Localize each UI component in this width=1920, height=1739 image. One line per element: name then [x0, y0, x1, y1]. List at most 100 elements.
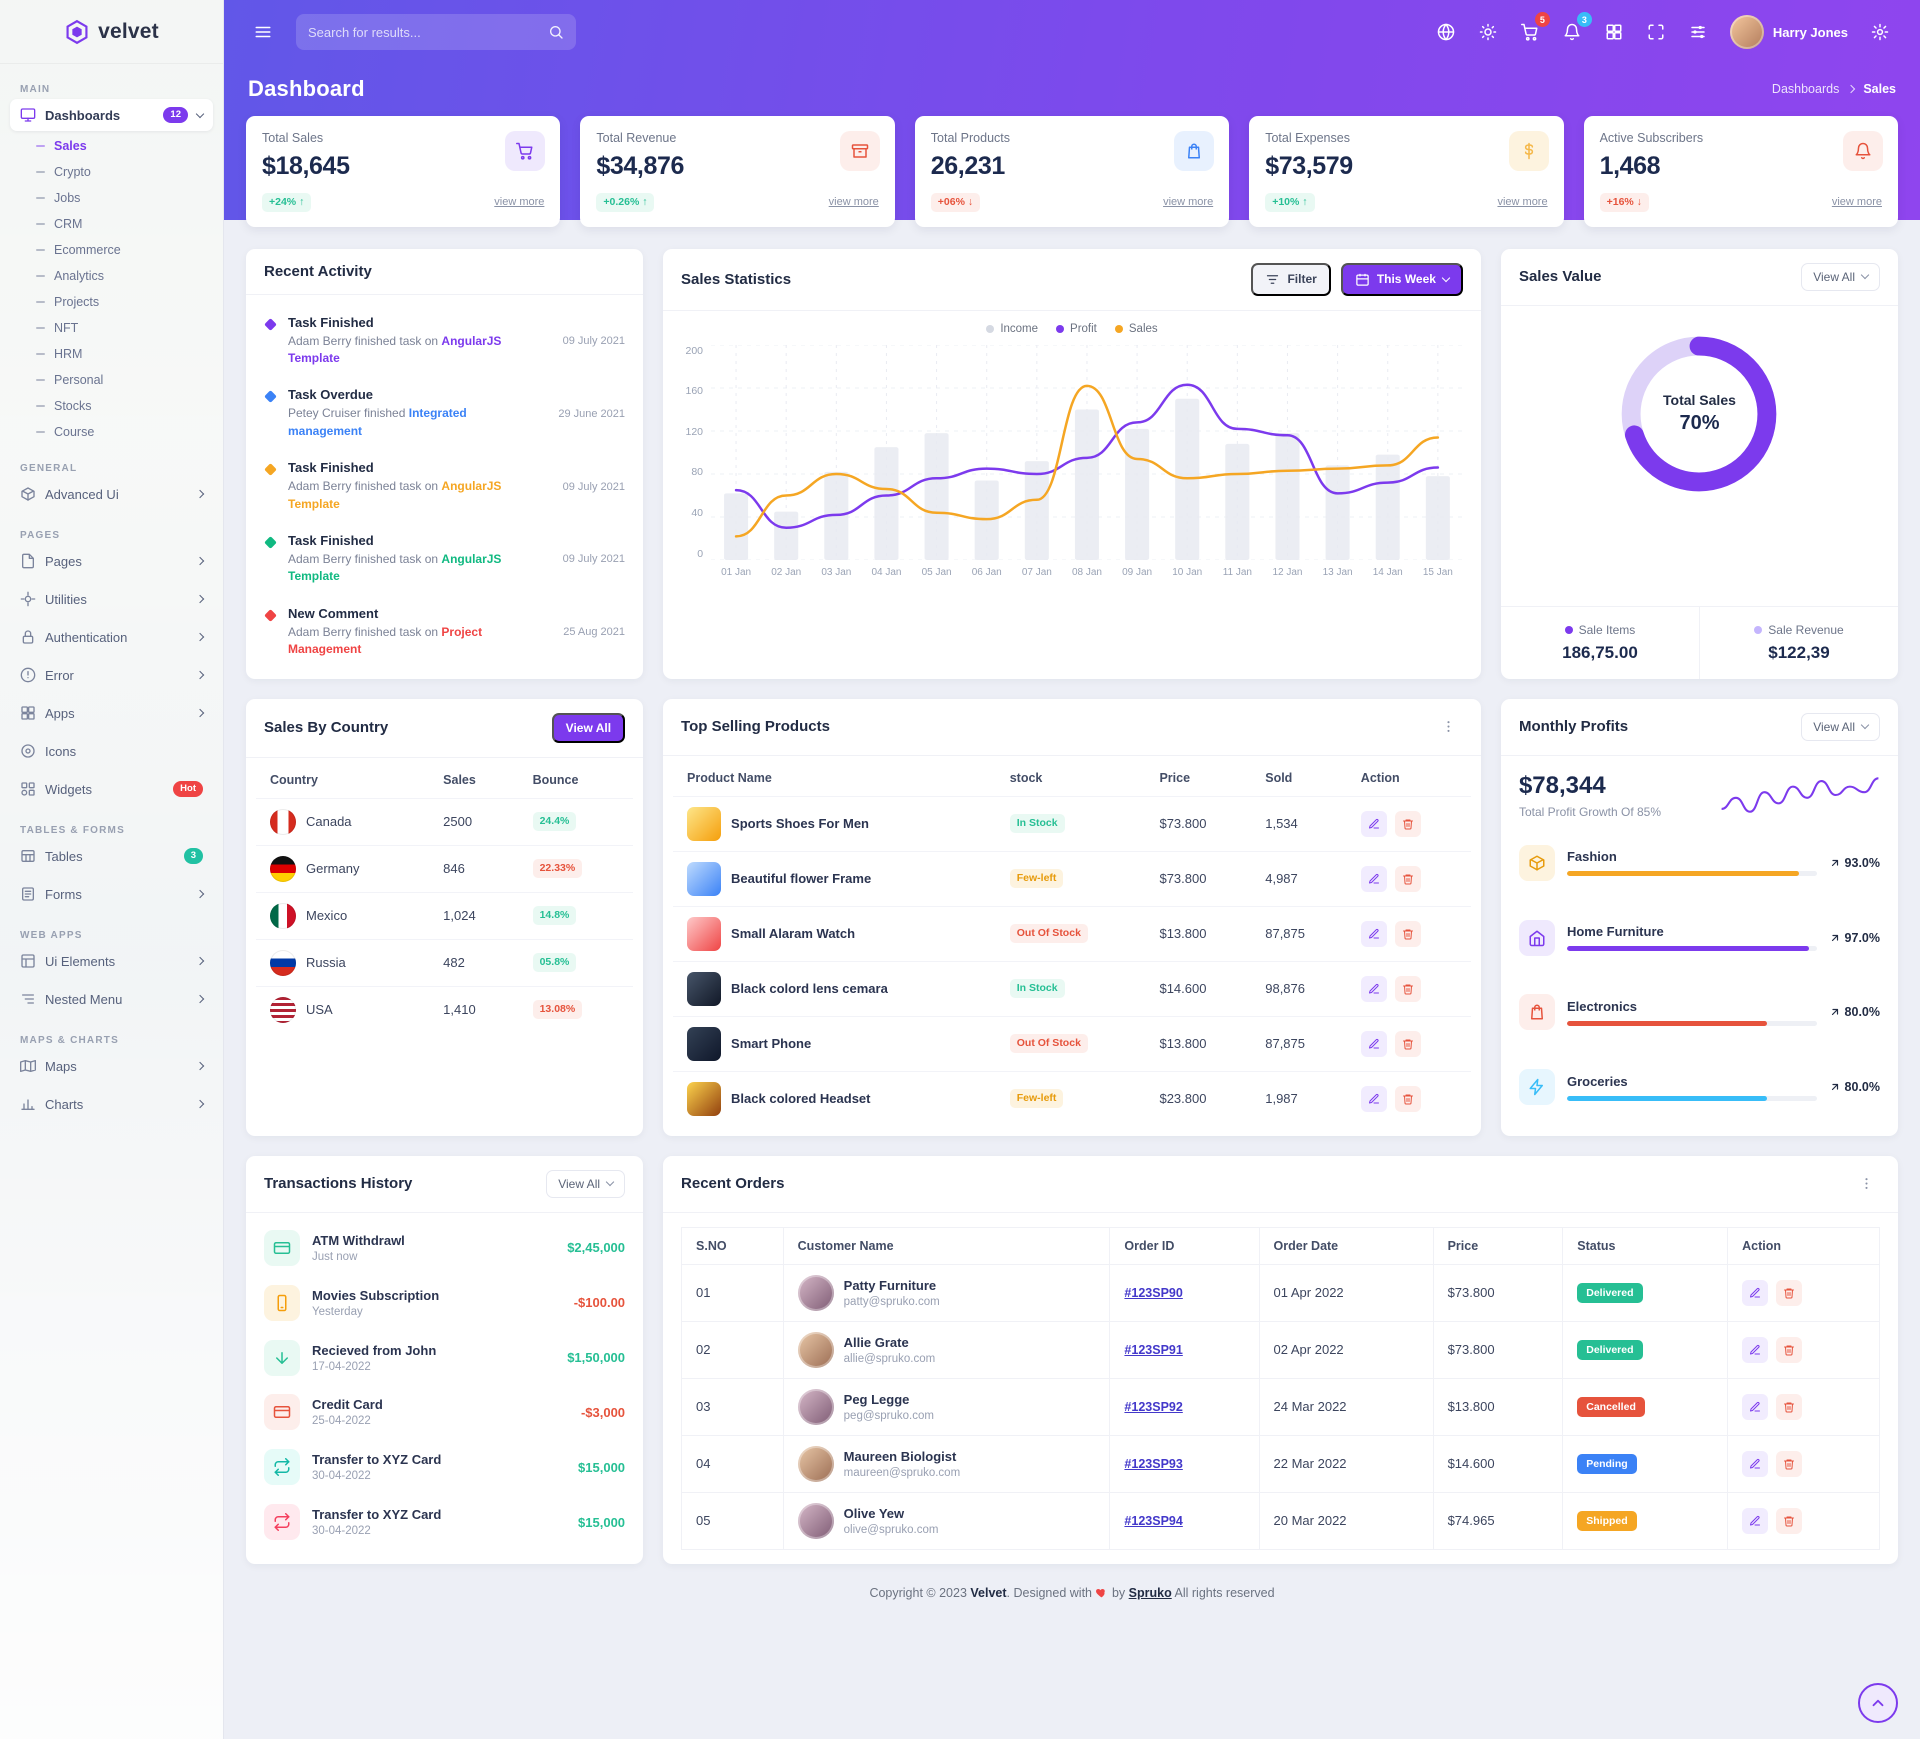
- view-more-link[interactable]: view more: [494, 196, 545, 209]
- delete-button[interactable]: [1394, 1085, 1421, 1112]
- sidebar-item-forms[interactable]: Forms: [10, 878, 213, 910]
- delete-button[interactable]: [1776, 1450, 1803, 1477]
- order-id-link[interactable]: #123SP92: [1124, 1400, 1183, 1414]
- table-row[interactable]: 05 Olive Yew olive@spruko.com #123SP94 20…: [681, 1491, 1880, 1550]
- activity-link[interactable]: Project Management: [288, 624, 483, 657]
- activity-link[interactable]: AngularJS Template: [288, 551, 502, 584]
- sidebar-item-widgets[interactable]: Widgets Hot: [10, 773, 213, 805]
- search-icon[interactable]: [548, 24, 564, 40]
- edit-button[interactable]: [1742, 1279, 1769, 1306]
- sidebar-item-authentication[interactable]: Authentication: [10, 621, 213, 653]
- order-id-link[interactable]: #123SP93: [1124, 1457, 1183, 1471]
- sidebar-subitem-ecommerce[interactable]: Ecommerce: [10, 237, 213, 263]
- sidebar-item-maps[interactable]: Maps: [10, 1050, 213, 1082]
- filter-button[interactable]: Filter: [1251, 262, 1331, 296]
- table-row[interactable]: 04 Maureen Biologist maureen@spruko.com #…: [681, 1434, 1880, 1493]
- date-range-button[interactable]: This Week: [1340, 262, 1463, 296]
- edit-button[interactable]: [1360, 920, 1387, 947]
- search-input[interactable]: [308, 24, 548, 40]
- table-row[interactable]: 02 Allie Grate allie@spruko.com #123SP91 …: [681, 1320, 1880, 1379]
- delete-button[interactable]: [1394, 1030, 1421, 1057]
- table-row[interactable]: Smart Phone Out Of Stock $13.800 87,875: [673, 1015, 1471, 1071]
- table-row[interactable]: 01 Patty Furniture patty@spruko.com #123S…: [681, 1263, 1880, 1322]
- sidebar-item-nested-menu[interactable]: Nested Menu: [10, 983, 213, 1015]
- view-more-link[interactable]: view more: [1163, 196, 1214, 209]
- table-row[interactable]: Black colored Headset Few-left $23.800 1…: [673, 1070, 1471, 1126]
- breadcrumb-root[interactable]: Dashboards: [1771, 82, 1840, 96]
- notifications-button[interactable]: 3: [1554, 12, 1592, 50]
- sidebar-item-ui-elements[interactable]: Ui Elements: [10, 945, 213, 977]
- sidebar-item-dashboards[interactable]: Dashboards 12: [10, 99, 213, 131]
- view-more-link[interactable]: view more: [1497, 196, 1548, 209]
- sidebar-subitem-projects[interactable]: Projects: [10, 289, 213, 315]
- sidebar-subitem-crm[interactable]: CRM: [10, 211, 213, 237]
- sidebar-subitem-stocks[interactable]: Stocks: [10, 393, 213, 419]
- sidebar-subitem-nft[interactable]: NFT: [10, 315, 213, 341]
- card-options-button[interactable]: [1852, 1170, 1880, 1198]
- sidebar-subitem-personal[interactable]: Personal: [10, 367, 213, 393]
- sidebar-subitem-analytics[interactable]: Analytics: [10, 263, 213, 289]
- order-id-link[interactable]: #123SP94: [1124, 1514, 1183, 1528]
- table-row[interactable]: 03 Peg Legge peg@spruko.com #123SP92 24 M…: [681, 1377, 1880, 1436]
- table-row[interactable]: Black colord lens cemara In Stock $14.60…: [673, 960, 1471, 1016]
- sidebar-item-charts[interactable]: Charts: [10, 1088, 213, 1120]
- delete-button[interactable]: [1394, 975, 1421, 1002]
- sidebar-subitem-course[interactable]: Course: [10, 419, 213, 445]
- edit-button[interactable]: [1360, 975, 1387, 1002]
- spruko-link[interactable]: Spruko: [1128, 1585, 1172, 1600]
- sidebar-subitem-sales[interactable]: Sales: [10, 133, 213, 159]
- edit-button[interactable]: [1360, 865, 1387, 892]
- delete-button[interactable]: [1776, 1507, 1803, 1534]
- order-id-link[interactable]: #123SP91: [1124, 1343, 1183, 1357]
- table-row[interactable]: USA 1,410 13.08%: [256, 985, 634, 1033]
- sidebar-item-apps[interactable]: Apps: [10, 697, 213, 729]
- sidebar-subitem-jobs[interactable]: Jobs: [10, 185, 213, 211]
- cart-button[interactable]: 5: [1512, 12, 1550, 50]
- user-menu[interactable]: Harry Jones: [1722, 11, 1856, 53]
- sidebar-subitem-hrm[interactable]: HRM: [10, 341, 213, 367]
- edit-button[interactable]: [1360, 1030, 1387, 1057]
- view-more-link[interactable]: view more: [828, 196, 879, 209]
- settings-gear-button[interactable]: [1862, 14, 1898, 50]
- table-row[interactable]: Mexico 1,024 14.8%: [256, 891, 634, 939]
- table-row[interactable]: Small Alaram Watch Out Of Stock $13.800 …: [673, 905, 1471, 961]
- apps-grid-button[interactable]: [1596, 14, 1632, 50]
- fullscreen-button[interactable]: [1638, 14, 1674, 50]
- delete-button[interactable]: [1776, 1279, 1803, 1306]
- switcher-button[interactable]: [1680, 14, 1716, 50]
- edit-button[interactable]: [1360, 810, 1387, 837]
- view-all-button[interactable]: View All: [551, 712, 626, 743]
- language-globe-button[interactable]: [1428, 14, 1464, 50]
- card-options-button[interactable]: [1435, 713, 1463, 741]
- sidebar-subitem-crypto[interactable]: Crypto: [10, 159, 213, 185]
- sidebar-item-icons[interactable]: Icons: [10, 735, 213, 767]
- activity-link[interactable]: Integrated management: [288, 406, 467, 438]
- table-row[interactable]: Sports Shoes For Men In Stock $73.800 1,…: [673, 795, 1471, 851]
- view-all-button[interactable]: View All: [546, 1169, 626, 1198]
- view-more-link[interactable]: view more: [1831, 196, 1882, 209]
- edit-button[interactable]: [1360, 1085, 1387, 1112]
- edit-button[interactable]: [1742, 1336, 1769, 1363]
- delete-button[interactable]: [1394, 920, 1421, 947]
- order-id-link[interactable]: #123SP90: [1124, 1286, 1183, 1300]
- menu-toggle-button[interactable]: [246, 15, 280, 49]
- activity-link[interactable]: AngularJS Template: [288, 479, 502, 511]
- edit-button[interactable]: [1742, 1450, 1769, 1477]
- table-row[interactable]: Russia 482 05.8%: [256, 938, 634, 986]
- sidebar-item-pages[interactable]: Pages: [10, 545, 213, 577]
- table-row[interactable]: Canada 2500 24.4%: [256, 797, 634, 845]
- delete-button[interactable]: [1394, 810, 1421, 837]
- edit-button[interactable]: [1742, 1507, 1769, 1534]
- delete-button[interactable]: [1776, 1393, 1803, 1420]
- sidebar-item-error[interactable]: Error: [10, 659, 213, 691]
- delete-button[interactable]: [1776, 1336, 1803, 1363]
- delete-button[interactable]: [1394, 865, 1421, 892]
- view-all-button[interactable]: View All: [1801, 712, 1880, 741]
- sidebar-item-utilities[interactable]: Utilities: [10, 583, 213, 615]
- brand-logo[interactable]: velvet: [0, 0, 223, 64]
- table-row[interactable]: Germany 846 22.33%: [256, 844, 634, 892]
- theme-toggle-button[interactable]: [1470, 14, 1506, 50]
- edit-button[interactable]: [1742, 1393, 1769, 1420]
- sidebar-item-advanced-ui[interactable]: Advanced Ui: [10, 478, 213, 510]
- table-row[interactable]: Beautiful flower Frame Few-left $73.800 …: [673, 850, 1471, 906]
